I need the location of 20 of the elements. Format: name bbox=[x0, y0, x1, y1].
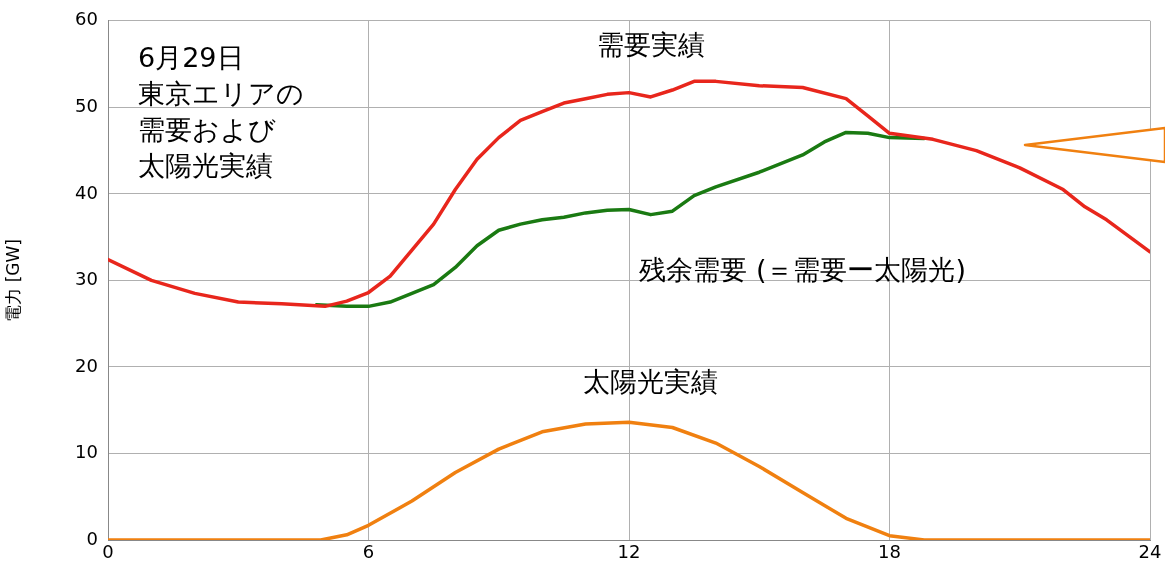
annotation: 太陽光実績 bbox=[138, 150, 273, 181]
x-tick-label: 6 bbox=[362, 541, 375, 563]
y-tick-label: 50 bbox=[75, 95, 98, 117]
series-label: 需要実績 bbox=[596, 28, 705, 60]
y-tick-label: 0 bbox=[86, 527, 98, 549]
y-tick-label: 10 bbox=[75, 441, 98, 463]
y-axis-title: 電力 [GW] bbox=[2, 239, 23, 322]
annotation: 6月29日 bbox=[138, 42, 244, 73]
y-tick-label: 60 bbox=[75, 8, 98, 30]
x-tick-label: 12 bbox=[617, 541, 641, 563]
series-label: 残余需要 (＝需要ー太陽光) bbox=[639, 253, 966, 285]
x-tick-label: 18 bbox=[878, 541, 901, 563]
y-tick-label: 30 bbox=[75, 268, 98, 290]
annotation: 東京エリアの bbox=[138, 78, 304, 109]
y-tick-label: 20 bbox=[75, 354, 98, 376]
x-tick-label: 24 bbox=[1138, 541, 1162, 563]
x-tick-label: 0 bbox=[102, 541, 114, 563]
annotation: 需要および bbox=[138, 114, 276, 145]
y-tick-label: 40 bbox=[75, 181, 98, 203]
series-label: 太陽光実績 bbox=[583, 366, 719, 398]
